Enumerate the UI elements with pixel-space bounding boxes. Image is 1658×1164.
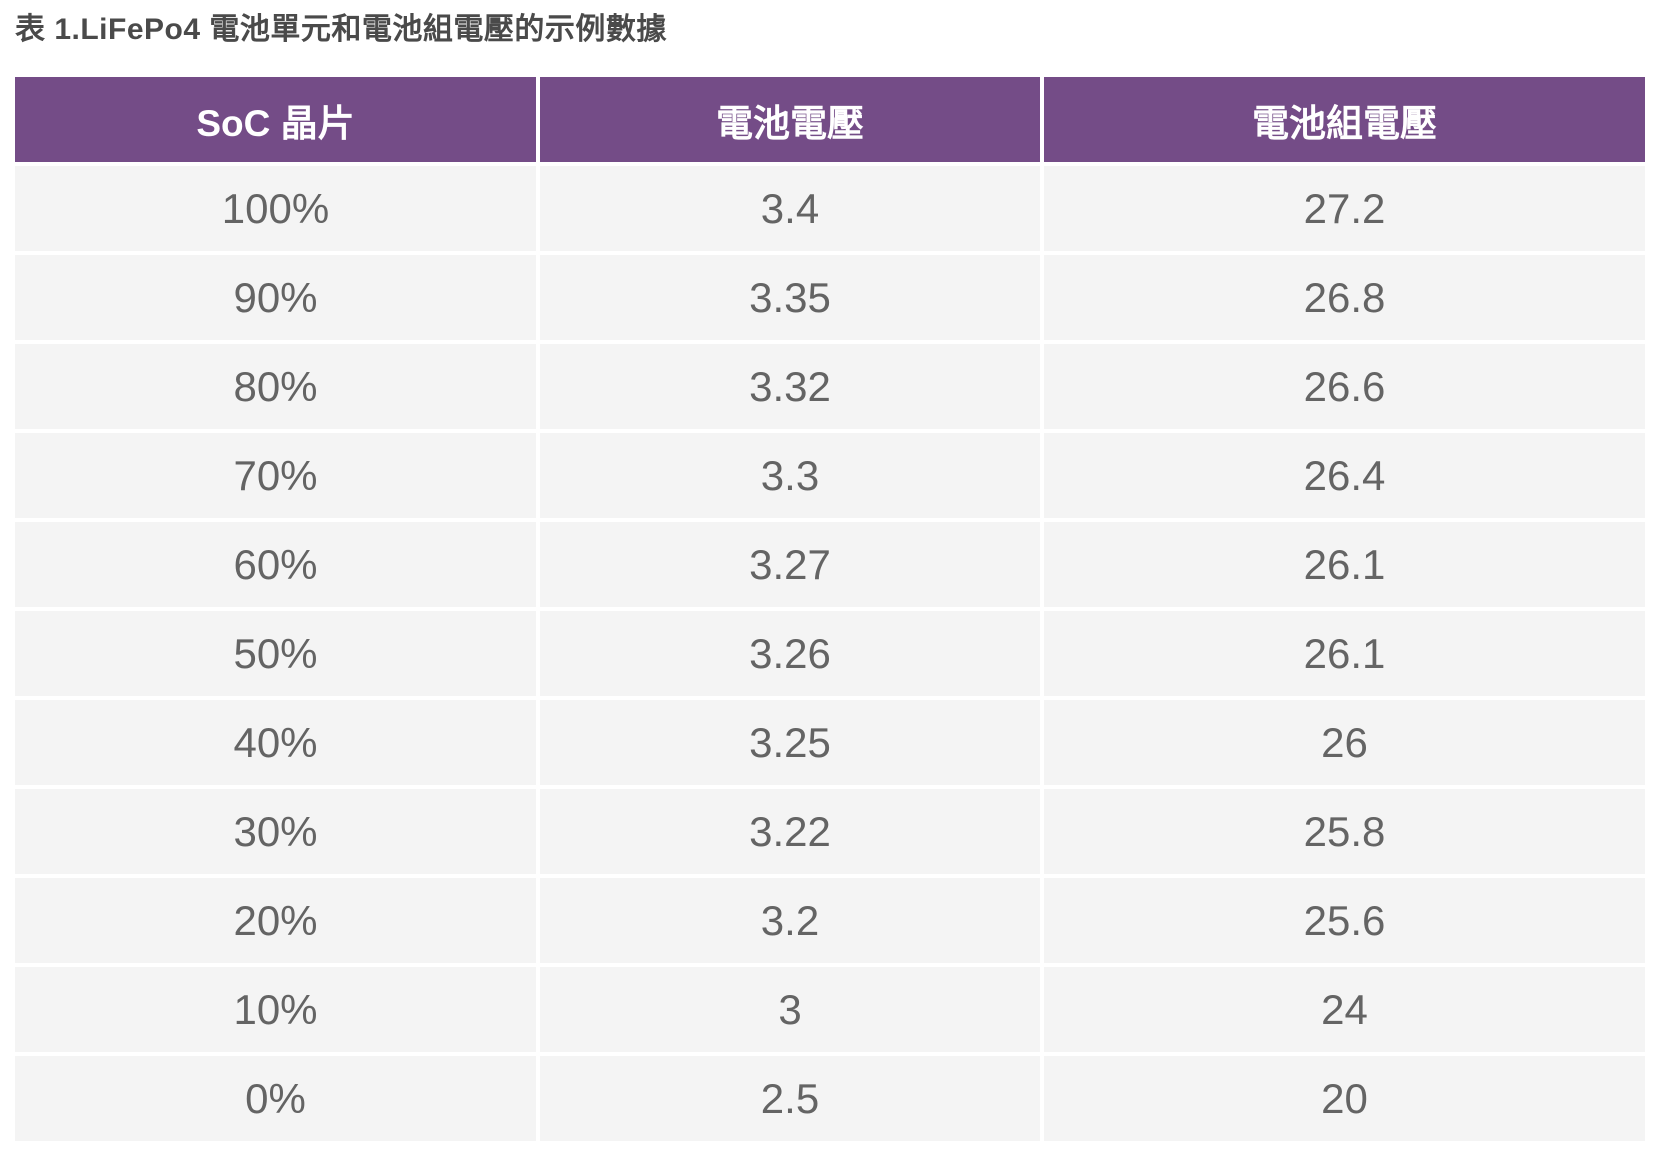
cell-soc: 20% — [15, 878, 536, 963]
cell-soc: 30% — [15, 789, 536, 874]
cell-cell-voltage: 2.5 — [540, 1056, 1040, 1141]
cell-cell-voltage: 3.25 — [540, 700, 1040, 785]
cell-cell-voltage: 3.2 — [540, 878, 1040, 963]
cell-cell-voltage: 3.26 — [540, 611, 1040, 696]
cell-cell-voltage: 3.3 — [540, 433, 1040, 518]
cell-pack-voltage: 26.4 — [1044, 433, 1645, 518]
cell-soc: 90% — [15, 255, 536, 340]
cell-soc: 100% — [15, 166, 536, 251]
table-caption: 表 1.LiFePo4 電池單元和電池組電壓的示例數據 — [15, 13, 667, 46]
column-header-soc: SoC 晶片 — [15, 77, 536, 162]
cell-pack-voltage: 27.2 — [1044, 166, 1645, 251]
cell-soc: 80% — [15, 344, 536, 429]
cell-cell-voltage: 3.4 — [540, 166, 1040, 251]
cell-pack-voltage: 24 — [1044, 967, 1645, 1052]
column-header-pack-voltage: 電池組電壓 — [1044, 77, 1645, 162]
cell-soc: 70% — [15, 433, 536, 518]
cell-cell-voltage: 3.22 — [540, 789, 1040, 874]
cell-soc: 50% — [15, 611, 536, 696]
cell-pack-voltage: 20 — [1044, 1056, 1645, 1141]
cell-pack-voltage: 26.1 — [1044, 611, 1645, 696]
cell-soc: 60% — [15, 522, 536, 607]
cell-pack-voltage: 25.6 — [1044, 878, 1645, 963]
cell-cell-voltage: 3.35 — [540, 255, 1040, 340]
cell-pack-voltage: 26.6 — [1044, 344, 1645, 429]
cell-soc: 10% — [15, 967, 536, 1052]
column-header-cell-voltage: 電池電壓 — [540, 77, 1040, 162]
cell-cell-voltage: 3.27 — [540, 522, 1040, 607]
voltage-table: SoC 晶片 電池電壓 電池組電壓 100% 3.4 27.2 90% 3.35… — [15, 77, 1645, 1141]
cell-pack-voltage: 26.8 — [1044, 255, 1645, 340]
cell-pack-voltage: 26.1 — [1044, 522, 1645, 607]
cell-soc: 40% — [15, 700, 536, 785]
cell-cell-voltage: 3 — [540, 967, 1040, 1052]
cell-cell-voltage: 3.32 — [540, 344, 1040, 429]
cell-pack-voltage: 25.8 — [1044, 789, 1645, 874]
cell-pack-voltage: 26 — [1044, 700, 1645, 785]
cell-soc: 0% — [15, 1056, 536, 1141]
